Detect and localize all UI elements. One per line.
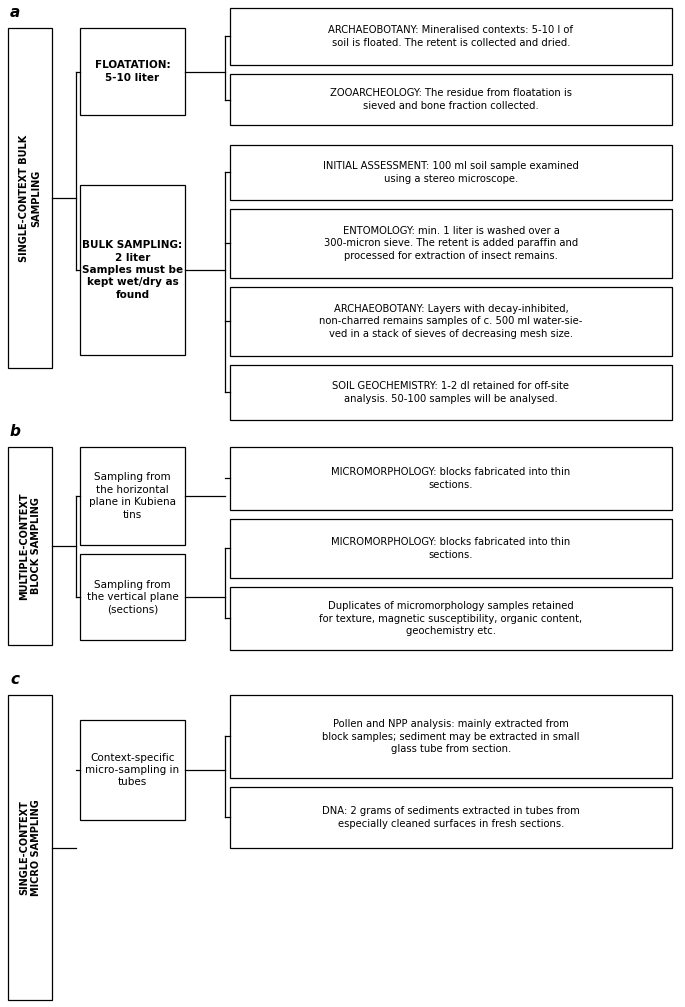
- Bar: [80, 720, 185, 820]
- Text: ARCHAEOBOTANY: Mineralised contexts: 5-10 l of
soil is floated. The retent is co: ARCHAEOBOTANY: Mineralised contexts: 5-1…: [329, 25, 573, 47]
- Bar: [8, 695, 52, 1000]
- Text: ARCHAEOBOTANY: Layers with decay-inhibited,
non-charred remains samples of c. 50: ARCHAEOBOTANY: Layers with decay-inhibit…: [319, 304, 583, 339]
- Text: Context-specific
micro-sampling in
tubes: Context-specific micro-sampling in tubes: [86, 752, 179, 787]
- Text: c: c: [10, 672, 19, 687]
- Text: b: b: [10, 424, 21, 439]
- Bar: [230, 695, 672, 778]
- Bar: [230, 74, 672, 125]
- Text: ENTOMOLOGY: min. 1 liter is washed over a
300-micron sieve. The retent is added : ENTOMOLOGY: min. 1 liter is washed over …: [324, 227, 578, 261]
- Text: MICROMORPHOLOGY: blocks fabricated into thin
sections.: MICROMORPHOLOGY: blocks fabricated into …: [332, 538, 571, 560]
- Bar: [80, 554, 185, 640]
- Text: Duplicates of micromorphology samples retained
for texture, magnetic susceptibil: Duplicates of micromorphology samples re…: [319, 601, 582, 635]
- Bar: [230, 209, 672, 278]
- Bar: [230, 287, 672, 356]
- Bar: [230, 447, 672, 510]
- Text: BULK SAMPLING:
2 liter
Samples must be
kept wet/dry as
found: BULK SAMPLING: 2 liter Samples must be k…: [82, 241, 183, 300]
- Text: SINGLE-CONTEXT
MICRO SAMPLING: SINGLE-CONTEXT MICRO SAMPLING: [18, 800, 41, 896]
- Bar: [230, 787, 672, 848]
- Bar: [8, 447, 52, 645]
- Text: MULTIPLE-CONTEXT
BLOCK SAMPLING: MULTIPLE-CONTEXT BLOCK SAMPLING: [18, 492, 41, 600]
- Bar: [230, 587, 672, 650]
- Text: Pollen and NPP analysis: mainly extracted from
block samples; sediment may be ex: Pollen and NPP analysis: mainly extracte…: [322, 719, 580, 754]
- Bar: [230, 8, 672, 65]
- Bar: [80, 447, 185, 545]
- Text: a: a: [10, 5, 21, 20]
- Bar: [230, 145, 672, 200]
- Text: Sampling from
the horizontal
plane in Kubiena
tins: Sampling from the horizontal plane in Ku…: [89, 472, 176, 520]
- Bar: [80, 28, 185, 115]
- Text: DNA: 2 grams of sediments extracted in tubes from
especially cleaned surfaces in: DNA: 2 grams of sediments extracted in t…: [322, 807, 580, 829]
- Text: SINGLE-CONTEXT BULK
SAMPLING: SINGLE-CONTEXT BULK SAMPLING: [18, 134, 41, 262]
- Text: ZOOARCHEOLOGY: The residue from floatation is
sieved and bone fraction collected: ZOOARCHEOLOGY: The residue from floatati…: [330, 89, 572, 111]
- Text: Sampling from
the vertical plane
(sections): Sampling from the vertical plane (sectio…: [86, 580, 178, 614]
- Text: MICROMORPHOLOGY: blocks fabricated into thin
sections.: MICROMORPHOLOGY: blocks fabricated into …: [332, 467, 571, 489]
- Text: INITIAL ASSESSMENT: 100 ml soil sample examined
using a stereo microscope.: INITIAL ASSESSMENT: 100 ml soil sample e…: [323, 161, 579, 183]
- Text: SOIL GEOCHEMISTRY: 1-2 dl retained for off-site
analysis. 50-100 samples will be: SOIL GEOCHEMISTRY: 1-2 dl retained for o…: [332, 382, 569, 404]
- Bar: [80, 185, 185, 355]
- Bar: [230, 365, 672, 420]
- Text: FLOATATION:
5-10 liter: FLOATATION: 5-10 liter: [95, 60, 171, 83]
- Bar: [230, 519, 672, 578]
- Bar: [8, 28, 52, 368]
